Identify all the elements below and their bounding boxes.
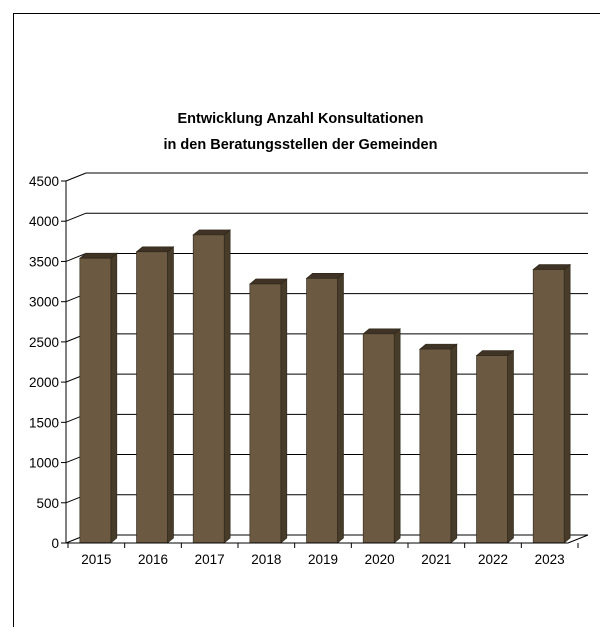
y-tick-label: 3000 <box>29 295 59 310</box>
x-tick-label: 2020 <box>365 552 395 567</box>
bar-top <box>249 278 288 285</box>
y-tick-label: 4000 <box>29 214 59 229</box>
bar <box>475 349 515 544</box>
bar-top <box>419 343 458 350</box>
y-tick-label: 1500 <box>29 415 59 430</box>
bar-top <box>475 350 515 356</box>
bar-side <box>337 272 344 544</box>
chart-frame <box>13 13 600 627</box>
bar-top <box>79 252 118 259</box>
chart-title-line1: Entwicklung Anzahl Konsultationen <box>177 111 424 127</box>
bar <box>135 246 175 544</box>
bar-top <box>362 328 401 335</box>
bar <box>192 229 231 544</box>
y-axis: 0 500 1000 1500 2000 2500 3000 3500 4000 4500 <box>29 174 67 551</box>
bars <box>79 229 571 544</box>
bar-front <box>306 278 338 544</box>
x-tick-label: 2023 <box>535 552 565 567</box>
bar-top <box>532 264 571 270</box>
bar <box>79 252 118 544</box>
x-tick-label: 2019 <box>308 552 338 567</box>
y-tick-label: 2000 <box>29 375 59 390</box>
gridline-connector <box>65 172 87 182</box>
y-tick-label: 2500 <box>29 335 59 350</box>
y-tick-label: 1000 <box>29 456 59 471</box>
bar-side <box>223 229 231 544</box>
bar-front <box>532 269 565 544</box>
floor-edge <box>567 534 589 544</box>
bar-top <box>305 273 345 279</box>
bar-side <box>507 349 514 544</box>
bar-side <box>450 343 458 544</box>
bar-front <box>419 348 452 544</box>
bar <box>362 328 401 544</box>
bar-side <box>563 263 571 544</box>
bar-front <box>476 355 508 544</box>
x-tick-label: 2021 <box>421 552 451 567</box>
bar-front <box>362 333 395 544</box>
bar-side <box>110 252 118 544</box>
x-axis: 2015 2016 2017 2018 2019 2020 2021 2022 2023 <box>66 534 589 567</box>
x-tick-label: 2016 <box>138 552 168 567</box>
y-tick-label: 4500 <box>29 174 59 189</box>
bar-top <box>192 229 231 236</box>
y-tick-label: 3500 <box>29 254 59 269</box>
bar-side <box>393 328 401 544</box>
bar-front <box>192 234 225 544</box>
x-tick-label: 2022 <box>478 552 508 567</box>
chart-title-line2: in den Beratungsstellen der Gemeinden <box>163 137 438 153</box>
x-tick-label: 2018 <box>251 552 281 567</box>
bar <box>305 272 345 544</box>
bar <box>532 263 571 544</box>
bar-front <box>79 257 112 544</box>
bar <box>249 278 288 544</box>
bar-side <box>167 246 174 544</box>
bar-front <box>136 251 168 544</box>
gridline-connector <box>65 252 87 262</box>
bar-front <box>249 283 282 544</box>
bar-side <box>280 278 288 544</box>
bar-top <box>135 246 175 253</box>
y-tick-label: 0 <box>51 536 59 551</box>
y-tick-label: 500 <box>36 496 59 511</box>
x-tick-label: 2017 <box>195 552 225 567</box>
x-tick-label: 2015 <box>81 552 111 567</box>
gridline-connector <box>65 212 87 222</box>
bar <box>419 343 458 544</box>
